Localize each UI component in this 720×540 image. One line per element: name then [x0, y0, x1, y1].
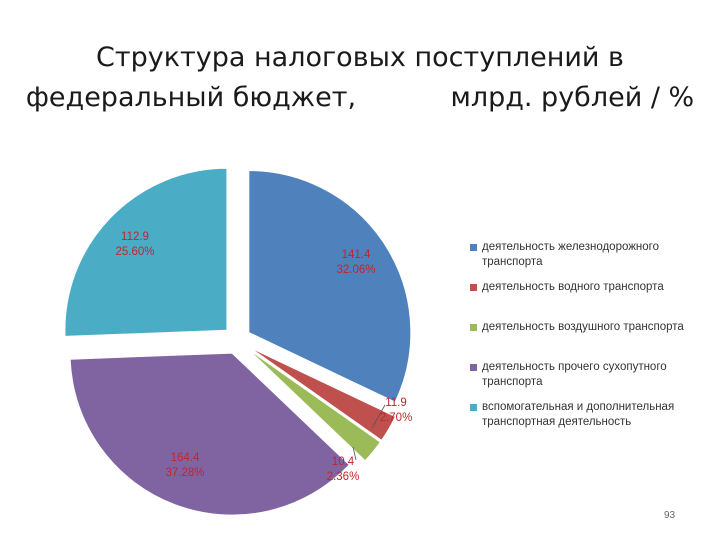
legend-item-air: деятельность воздушного транспорта [470, 320, 715, 335]
slice-label-water: 11.9 2.70% [379, 397, 413, 424]
chart-title-line-1: Структура налоговых поступлений в [96, 42, 624, 73]
legend-text-air: деятельность воздушного транспорта [482, 321, 684, 333]
chart-title: Структура налоговых поступлений в федера… [0, 38, 720, 118]
legend-swatch-railway [470, 244, 477, 251]
legend-swatch-air [470, 324, 477, 331]
slice-label-railway: 141.4 32.06% [336, 249, 376, 276]
legend-text-water: деятельность водного транспорта [482, 281, 664, 293]
legend-text-auxiliary: вспомогательная и дополнительная транспор… [482, 401, 675, 428]
legend-item-auxiliary: вспомогательная и дополнительная транспор… [470, 400, 715, 430]
pie-slice-water [248, 346, 397, 442]
legend-item-railway: деятельность железнодорожного транспорта [470, 240, 715, 270]
pie-slice-railway [248, 170, 412, 403]
page-number: 93 [664, 510, 676, 521]
leader-line-water [371, 404, 386, 429]
leader-line-air [352, 446, 357, 461]
legend-item-other-land: деятельность прочего сухопутного транспор… [470, 360, 715, 390]
legend-text-railway: деятельность железнодорожного транспорта [482, 241, 660, 268]
pie-slice-auxiliary [64, 167, 228, 337]
slice-label-air: 10.4 2.36% [326, 456, 360, 483]
legend-swatch-water [470, 284, 477, 291]
legend-swatch-other-land [470, 364, 477, 371]
pie-slice-other-land [69, 352, 351, 516]
legend-text-other-land: деятельность прочего сухопутного транспор… [482, 361, 667, 388]
chart-title-line-2: федеральный бюджет, млрд. рублей / % [25, 82, 695, 113]
slice-label-other-land: 164.4 37.28% [165, 452, 205, 479]
slice-label-auxiliary: 112.9 25.60% [115, 231, 155, 258]
pie-slice-air [247, 348, 381, 462]
legend-swatch-auxiliary [470, 404, 477, 411]
legend-item-water: деятельность водного транспорта [470, 280, 715, 295]
